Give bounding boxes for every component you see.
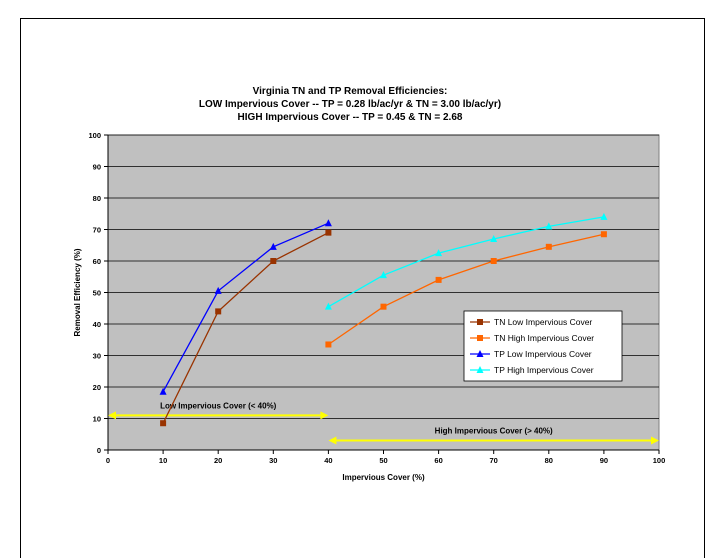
annotation-label: High Impervious Cover (> 40%)	[435, 427, 553, 436]
x-tick-label: 0	[106, 456, 110, 465]
y-tick-label: 20	[93, 383, 101, 392]
x-tick-label: 90	[600, 456, 608, 465]
data-point	[214, 286, 222, 294]
legend-item: TP High Impervious Cover	[470, 365, 594, 375]
data-point	[600, 231, 607, 238]
annotation-label: Low Impervious Cover (< 40%)	[160, 401, 277, 410]
x-tick-label: 40	[324, 456, 332, 465]
y-tick-label: 0	[97, 446, 101, 455]
annotation-arrowhead-right	[320, 411, 329, 420]
x-tick-label: 100	[653, 456, 666, 465]
y-tick-label: 30	[93, 352, 101, 361]
chart-title: Virginia TN and TP Removal Efficiencies:…	[199, 86, 501, 123]
data-point	[159, 387, 167, 395]
data-point	[545, 222, 553, 230]
data-point	[160, 420, 167, 427]
y-axis-title: Removal Efficiency (%)	[73, 248, 82, 336]
chart-title-line-1: Virginia TN and TP Removal Efficiencies:	[253, 86, 448, 97]
annotation-arrowhead-right	[651, 436, 659, 445]
data-point	[380, 303, 387, 310]
chart-title-line-3: HIGH Impervious Cover -- TP = 0.45 & TN …	[238, 112, 463, 123]
legend-marker	[476, 366, 484, 373]
x-tick-labels: 0 10 20 30 40 50 60 70 80 90 100	[106, 456, 665, 465]
annotations: Low Impervious Cover (< 40%) High Impervi…	[108, 401, 659, 445]
x-tick-label: 30	[269, 456, 277, 465]
y-tick-label: 50	[93, 289, 101, 298]
legend-item: TP Low Impervious Cover	[470, 349, 592, 359]
y-tick-label: 80	[93, 194, 101, 203]
data-point	[269, 242, 277, 250]
series-line	[328, 233, 605, 346]
legend: TN Low Impervious Cover TN High Imperviou…	[463, 310, 623, 382]
x-axis-title: Impervious Cover (%)	[342, 473, 425, 482]
series-line	[162, 222, 329, 393]
annotation-2: High Impervious Cover (> 40%)	[328, 427, 659, 445]
x-tick-label: 80	[545, 456, 553, 465]
legend-item: TN Low Impervious Cover	[470, 317, 592, 327]
legend-label: TN Low Impervious Cover	[494, 317, 592, 327]
x-tick-label: 70	[490, 456, 498, 465]
y-tick-label: 70	[93, 226, 101, 235]
legend-marker	[476, 350, 484, 357]
data-point	[490, 258, 497, 264]
chart: Virginia TN and TP Removal Efficiencies:…	[73, 86, 665, 482]
data-point	[215, 308, 222, 315]
data-point	[324, 219, 332, 227]
data-point	[545, 243, 552, 250]
series-line	[328, 216, 605, 308]
x-tick-label: 20	[214, 456, 222, 465]
y-tick-label: 60	[93, 257, 101, 266]
y-tick-label: 40	[93, 320, 101, 329]
chart-title-line-2: LOW Impervious Cover -- TP = 0.28 lb/ac/…	[199, 99, 501, 110]
legend-marker	[477, 335, 483, 341]
legend-box	[463, 310, 623, 382]
legend-label: TN High Impervious Cover	[494, 333, 594, 343]
legend-label: TP High Impervious Cover	[494, 365, 594, 375]
y-tick-label: 90	[93, 163, 101, 172]
data-point	[435, 276, 442, 283]
data-point	[490, 234, 498, 242]
annotation-arrowhead-left	[328, 436, 337, 445]
y-tick-label: 10	[93, 415, 101, 424]
series-line	[162, 232, 329, 424]
chart-frame: Virginia TN and TP Removal Efficiencies:…	[20, 18, 705, 558]
series-1	[160, 229, 332, 427]
annotation-1: Low Impervious Cover (< 40%)	[108, 401, 329, 420]
data-point	[435, 249, 443, 257]
data-point	[380, 271, 387, 279]
data-point	[270, 258, 277, 264]
series-2	[325, 231, 607, 348]
legend-item: TN High Impervious Cover	[470, 333, 594, 343]
x-tick-label: 50	[379, 456, 387, 465]
x-tick-label: 60	[434, 456, 442, 465]
data-series	[159, 212, 608, 427]
legend-label: TP Low Impervious Cover	[494, 349, 592, 359]
data-point	[325, 229, 332, 236]
x-tick-label: 10	[159, 456, 167, 465]
annotation-arrowhead-left	[108, 411, 116, 420]
axes	[104, 134, 660, 454]
y-tick-labels: 0 10 20 30 40 50 60 70 80 90 100	[88, 131, 101, 455]
legend-marker	[477, 319, 483, 325]
data-point	[600, 212, 608, 220]
data-point	[325, 341, 332, 348]
data-point	[324, 302, 332, 310]
series-3	[159, 219, 332, 395]
y-tick-label: 100	[88, 131, 101, 140]
series-4	[324, 212, 608, 310]
